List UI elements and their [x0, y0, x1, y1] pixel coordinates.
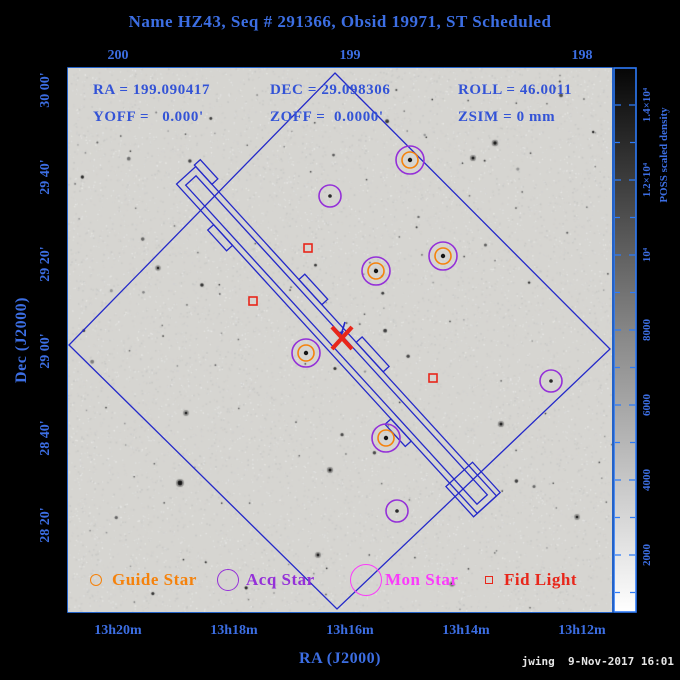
legend-label-mon: Mon Star [385, 570, 459, 589]
acq-legend-circle-icon [217, 569, 239, 591]
aimpoint-marker[interactable] [330, 321, 354, 351]
guide-acq-star-marker[interactable] [361, 256, 391, 286]
colorbar-tick-label: 8000 [641, 319, 653, 341]
dec-readout: DEC = 29.098306 [270, 82, 391, 98]
dec-tick-label: 30 00' [38, 72, 53, 108]
roll-readout: ROLL = 46.0011 [458, 82, 573, 98]
acq-star-marker[interactable] [539, 369, 563, 393]
ra-hms-tick-label: 13h12m [558, 623, 606, 638]
fid-light-marker[interactable] [428, 373, 438, 383]
guide-acq-star-marker[interactable] [371, 423, 401, 453]
yoff-readout: YOFF = 0.000' [93, 109, 204, 125]
colorbar-tick-label: 6000 [641, 394, 653, 416]
colorbar-tick-label: 2000 [641, 544, 653, 566]
dec-tick-label: 28 20' [38, 507, 53, 543]
ra-deg-tick-label: 198 [571, 48, 593, 63]
colorbar-ticks [615, 104, 635, 594]
legend-label-acq: Acq Star [246, 570, 315, 589]
colorbar-tick-label: 1.2×10⁴ [641, 162, 653, 198]
ra-hms-tick-label: 13h16m [326, 623, 374, 638]
fov-overlay-layer [68, 72, 611, 610]
ra-hms-tick-label: 13h14m [442, 623, 490, 638]
ra-hms-tick-label: 13h18m [210, 623, 258, 638]
hrcs-detector-outline [175, 158, 502, 518]
acq-star-marker[interactable] [385, 499, 409, 523]
colorbar-tick-label: 10⁴ [641, 247, 653, 263]
fid-light-marker[interactable] [248, 296, 258, 306]
ra-deg-tick-label: 199 [339, 48, 361, 63]
mon-legend-circle-icon [350, 564, 382, 596]
acq-star-marker[interactable] [318, 184, 342, 208]
creator-timestamp: jwing 9-Nov-2017 16:01 [521, 655, 674, 668]
dec-tick-label: 28 40' [38, 420, 53, 456]
observation-title: Name HZ43, Seq # 291366, Obsid 19971, ST… [128, 12, 552, 31]
colorbar-tick-label: 4000 [641, 469, 653, 491]
dec-tick-label: 29 40' [38, 159, 53, 195]
zsim-readout: ZSIM = 0 mm [458, 109, 556, 125]
colorbar [613, 67, 637, 613]
guide-acq-star-marker[interactable] [428, 241, 458, 271]
dec-tick-label: 29 20' [38, 246, 53, 282]
fid-light-marker[interactable] [303, 243, 313, 253]
legend-label-guide: Guide Star [112, 570, 197, 589]
sky-image-plot[interactable]: RA = 199.090417 DEC = 29.098306 ROLL = 4… [68, 68, 612, 612]
ra-deg-tick-label: 200 [107, 48, 129, 63]
guide-acq-star-marker[interactable] [291, 338, 321, 368]
x-axis-title: RA (J2000) [299, 650, 381, 667]
zoff-readout: ZOFF = 0.0000' [270, 109, 384, 125]
legend-label-fid: Fid Light [504, 570, 577, 589]
ra-readout: RA = 199.090417 [93, 82, 211, 98]
colorbar-tick-label: 1.4×10⁴ [641, 87, 653, 123]
fid-legend-square-icon [485, 576, 493, 584]
ra-hms-tick-label: 13h20m [94, 623, 142, 638]
fov-diamond-outline [68, 72, 611, 610]
dec-tick-label: 29 00' [38, 333, 53, 369]
y-axis-title: Dec (J2000) [13, 297, 30, 383]
colorbar-title: POSS scaled density [658, 107, 670, 203]
guide-legend-circle-icon [90, 574, 102, 586]
guide-acq-star-marker[interactable] [395, 145, 425, 175]
